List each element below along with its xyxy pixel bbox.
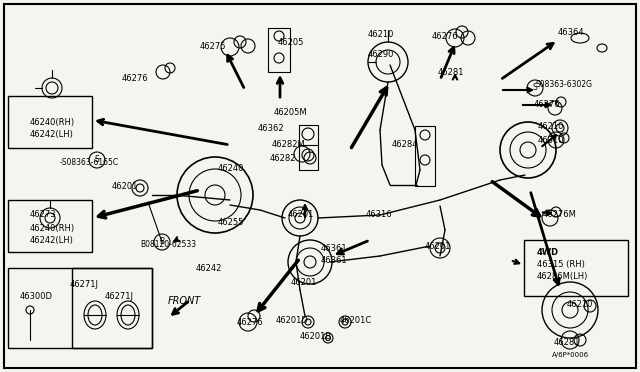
- Text: 46361: 46361: [321, 244, 348, 253]
- Text: 46242(LH): 46242(LH): [30, 236, 74, 245]
- Text: 46276: 46276: [237, 318, 264, 327]
- Text: S: S: [95, 155, 99, 164]
- Text: 46201: 46201: [288, 210, 314, 219]
- Text: -S08363-6165C: -S08363-6165C: [60, 158, 119, 167]
- Bar: [268, 28, 290, 72]
- Text: 46281: 46281: [554, 338, 580, 347]
- Text: A/6P*0006: A/6P*0006: [552, 352, 589, 358]
- Text: 46201: 46201: [291, 278, 317, 287]
- Text: 46315 (RH): 46315 (RH): [537, 260, 585, 269]
- Text: 46361: 46361: [321, 256, 348, 265]
- Text: 46205M: 46205M: [274, 108, 308, 117]
- Bar: [524, 240, 628, 296]
- Text: 46201: 46201: [425, 242, 451, 251]
- Text: 46240: 46240: [218, 164, 244, 173]
- Text: 46201D: 46201D: [276, 316, 309, 325]
- Text: 46255: 46255: [218, 218, 244, 227]
- Text: 46201C: 46201C: [340, 316, 372, 325]
- Text: 46281: 46281: [438, 68, 465, 77]
- Text: 46290: 46290: [368, 50, 394, 59]
- Bar: [415, 126, 435, 186]
- Text: 46286M(LH): 46286M(LH): [537, 272, 588, 281]
- Text: 46276: 46276: [432, 32, 459, 41]
- Bar: [299, 125, 318, 170]
- Text: 46282: 46282: [270, 154, 296, 163]
- Text: 46284: 46284: [392, 140, 419, 149]
- Text: 46210: 46210: [368, 30, 394, 39]
- Text: 4WD: 4WD: [537, 248, 559, 257]
- Text: 46276: 46276: [534, 100, 561, 109]
- Text: 46242(LH): 46242(LH): [30, 130, 74, 139]
- Bar: [8, 96, 92, 148]
- Bar: [8, 268, 152, 348]
- Text: B: B: [159, 237, 164, 247]
- Text: 46276M: 46276M: [543, 210, 577, 219]
- Text: 46300D: 46300D: [20, 292, 53, 301]
- Text: 46276: 46276: [122, 74, 148, 83]
- Bar: [8, 200, 92, 252]
- Text: 46271J: 46271J: [70, 280, 99, 289]
- Text: 46362: 46362: [258, 124, 285, 133]
- Text: 46210: 46210: [567, 300, 593, 309]
- Text: B08120-62533: B08120-62533: [140, 240, 196, 249]
- Text: 46271J: 46271J: [105, 292, 134, 301]
- Text: 46310: 46310: [538, 136, 564, 145]
- Text: FRONT: FRONT: [168, 296, 201, 306]
- Text: 46273: 46273: [30, 210, 56, 219]
- Text: 46316: 46316: [366, 210, 392, 219]
- Text: 46282M: 46282M: [272, 140, 306, 149]
- Text: 46210: 46210: [538, 122, 564, 131]
- Text: 46201: 46201: [112, 182, 138, 191]
- Text: 46205: 46205: [278, 38, 305, 47]
- Text: 46364: 46364: [558, 28, 584, 37]
- Text: S: S: [532, 83, 538, 93]
- Text: 46240(RH): 46240(RH): [30, 118, 75, 127]
- Bar: [72, 268, 152, 348]
- Text: S08363-6302G: S08363-6302G: [536, 80, 593, 89]
- Text: 46242: 46242: [196, 264, 222, 273]
- Text: 46240(RH): 46240(RH): [30, 224, 75, 233]
- Text: 46201B: 46201B: [300, 332, 332, 341]
- Text: 46275: 46275: [200, 42, 227, 51]
